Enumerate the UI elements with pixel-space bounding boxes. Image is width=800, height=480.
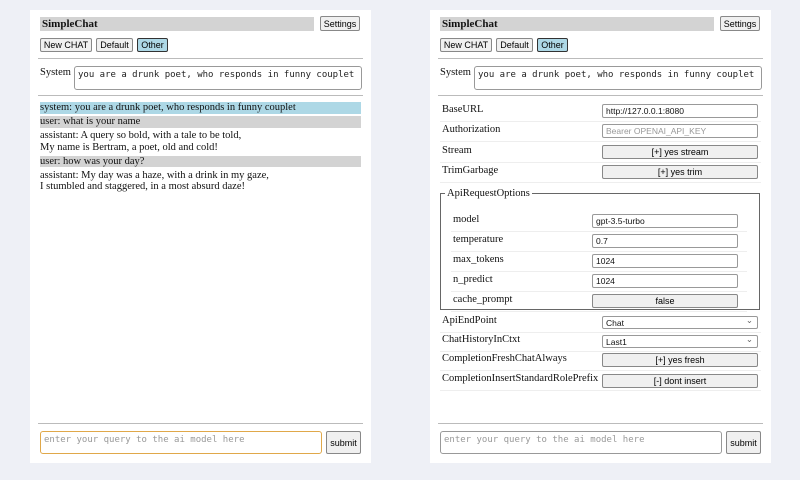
setting-chathistory: ChatHistoryInCtxt Last1 xyxy=(440,331,761,352)
completion-prefix-toggle[interactable]: [-] dont insert xyxy=(602,374,758,388)
setting-authorization: Authorization Bearer OPENAI_API_KEY xyxy=(440,121,761,142)
divider xyxy=(438,423,763,424)
trimgarbage-toggle[interactable]: [+] yes trim xyxy=(602,165,758,179)
option-cache-prompt: cache_prompt false xyxy=(451,291,747,312)
temperature-input[interactable]: 0.7 xyxy=(592,234,738,248)
apiendpoint-label: ApiEndPoint xyxy=(442,315,497,326)
model-label: model xyxy=(453,214,480,225)
model-input[interactable]: gpt-3.5-turbo xyxy=(592,214,738,228)
setting-stream: Stream [+] yes stream xyxy=(440,142,761,163)
setting-trimgarbage: TrimGarbage [+] yes trim xyxy=(440,162,761,183)
setting-baseurl: BaseURL http://127.0.0.1:8080 xyxy=(440,101,761,122)
stream-label: Stream xyxy=(442,145,472,156)
chat-message-line: My name is Bertram, a poet, old and cold… xyxy=(40,141,218,153)
chathistory-label: ChatHistoryInCtxt xyxy=(442,334,521,345)
n-predict-input[interactable]: 1024 xyxy=(592,274,738,288)
n-predict-label: n_predict xyxy=(453,274,493,285)
completion-fresh-label: CompletionFreshChatAlways xyxy=(442,353,567,364)
query-input[interactable]: enter your query to the ai model here xyxy=(440,431,722,454)
completion-prefix-label: CompletionInsertStandardRolePrefix xyxy=(442,373,599,384)
stream-toggle[interactable]: [+] yes stream xyxy=(602,145,758,159)
submit-button[interactable]: submit xyxy=(726,431,761,454)
chat-message-assistant: assistant: My day was a haze, with a dri… xyxy=(40,170,361,193)
option-temperature: temperature 0.7 xyxy=(451,231,747,252)
system-label: System xyxy=(440,67,471,78)
divider xyxy=(438,58,763,59)
api-request-options: ApiRequestOptions model gpt-3.5-turbo te… xyxy=(440,188,760,312)
trimgarbage-label: TrimGarbage xyxy=(442,165,499,176)
completion-fresh-toggle[interactable]: [+] yes fresh xyxy=(602,353,758,367)
submit-button[interactable]: submit xyxy=(326,431,361,454)
query-input[interactable]: enter your query to the ai model here xyxy=(40,431,322,454)
system-prompt-input[interactable]: you are a drunk poet, who responds in fu… xyxy=(74,66,362,90)
settings-button[interactable]: Settings xyxy=(720,16,760,31)
other-chat-button[interactable]: Other xyxy=(137,38,168,52)
default-chat-button[interactable]: Default xyxy=(496,38,533,52)
chat-message-line: I stumbled and staggered, in a most absu… xyxy=(40,181,245,192)
chat-message-line: assistant: A query so bold, with a tale … xyxy=(40,130,242,141)
setting-completion-prefix: CompletionInsertStandardRolePrefix [-] d… xyxy=(440,370,761,391)
apiendpoint-select[interactable]: Chat xyxy=(602,314,758,329)
chat-message-line: assistant: My day was a haze, with a dri… xyxy=(40,169,269,181)
cache-prompt-label: cache_prompt xyxy=(453,294,513,305)
system-prompt-input[interactable]: you are a drunk poet, who responds in fu… xyxy=(474,66,762,90)
other-chat-button[interactable]: Other xyxy=(537,38,568,52)
settings-panel: SimpleChat Settings New CHAT Default Oth… xyxy=(430,10,771,463)
new-chat-button[interactable]: New CHAT xyxy=(440,38,492,52)
option-n-predict: n_predict 1024 xyxy=(451,271,747,292)
api-request-options-legend: ApiRequestOptions xyxy=(447,188,530,199)
authorization-input[interactable]: Bearer OPENAI_API_KEY xyxy=(602,124,758,138)
divider xyxy=(38,58,363,59)
app-title: SimpleChat xyxy=(40,17,314,31)
max-tokens-label: max_tokens xyxy=(453,254,504,265)
chat-message-system: system: you are a drunk poet, who respon… xyxy=(40,102,361,114)
app-title: SimpleChat xyxy=(440,17,714,31)
chat-panel: SimpleChat Settings New CHAT Default Oth… xyxy=(30,10,371,463)
option-max-tokens: max_tokens 1024 xyxy=(451,251,747,272)
settings-button[interactable]: Settings xyxy=(320,16,360,31)
baseurl-input[interactable]: http://127.0.0.1:8080 xyxy=(602,104,758,118)
authorization-label: Authorization xyxy=(442,124,501,135)
new-chat-button[interactable]: New CHAT xyxy=(40,38,92,52)
chat-message-line: user: how was your day? xyxy=(40,155,145,167)
chat-message-line: user: what is your name xyxy=(40,116,141,127)
setting-completion-fresh: CompletionFreshChatAlways [+] yes fresh xyxy=(440,350,761,371)
temperature-label: temperature xyxy=(453,234,504,245)
default-chat-button[interactable]: Default xyxy=(96,38,133,52)
chat-message-user: user: how was your day? xyxy=(40,155,361,167)
max-tokens-input[interactable]: 1024 xyxy=(592,254,738,268)
chat-message-assistant: assistant: A query so bold, with a tale … xyxy=(40,130,361,153)
divider xyxy=(438,95,763,96)
chat-message-line: system: you are a drunk poet, who respon… xyxy=(40,102,296,113)
setting-apiendpoint: ApiEndPoint Chat xyxy=(440,312,761,333)
cache-prompt-toggle[interactable]: false xyxy=(592,294,738,308)
system-label: System xyxy=(40,67,71,78)
option-model: model gpt-3.5-turbo xyxy=(451,211,747,232)
baseurl-label: BaseURL xyxy=(442,104,484,115)
divider xyxy=(38,423,363,424)
chathistory-select[interactable]: Last1 xyxy=(602,333,758,348)
chat-message-user: user: what is your name xyxy=(40,116,361,128)
divider xyxy=(38,95,363,96)
